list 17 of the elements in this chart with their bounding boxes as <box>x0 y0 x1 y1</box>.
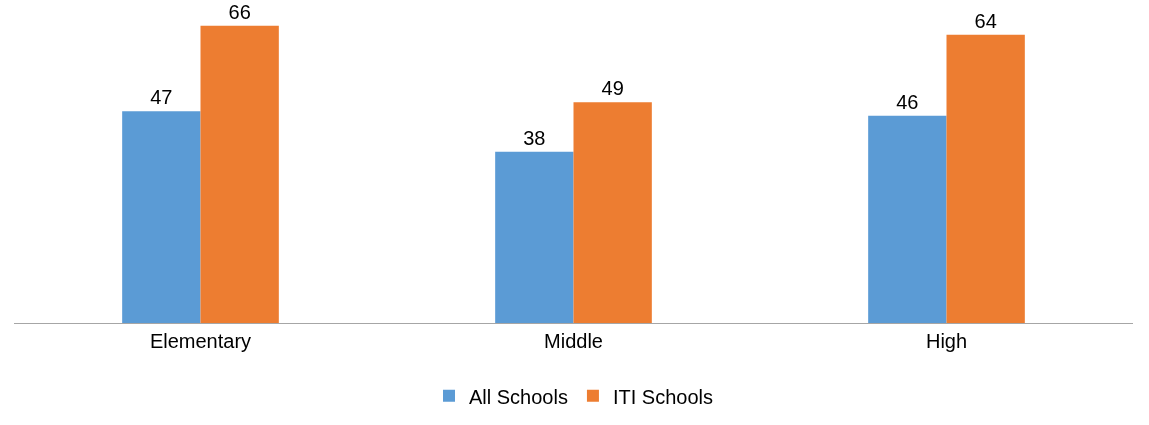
bar <box>122 111 201 323</box>
x-tick-label: High <box>925 330 968 352</box>
x-tick-label: Elementary <box>149 330 252 352</box>
data-label: 66 <box>228 0 251 23</box>
bar <box>946 34 1025 323</box>
data-label: 49 <box>601 77 624 100</box>
x-tick-label: Middle <box>544 330 603 352</box>
legend-label: ITI Schools <box>612 385 713 408</box>
data-label: 38 <box>523 126 546 149</box>
data-label: 47 <box>150 86 173 109</box>
bar <box>495 151 574 323</box>
bar <box>573 102 652 323</box>
data-label: 64 <box>974 9 997 32</box>
bar <box>868 115 947 323</box>
data-label: 46 <box>896 90 919 113</box>
legend-label: All Schools <box>469 385 568 408</box>
bar <box>200 25 279 323</box>
